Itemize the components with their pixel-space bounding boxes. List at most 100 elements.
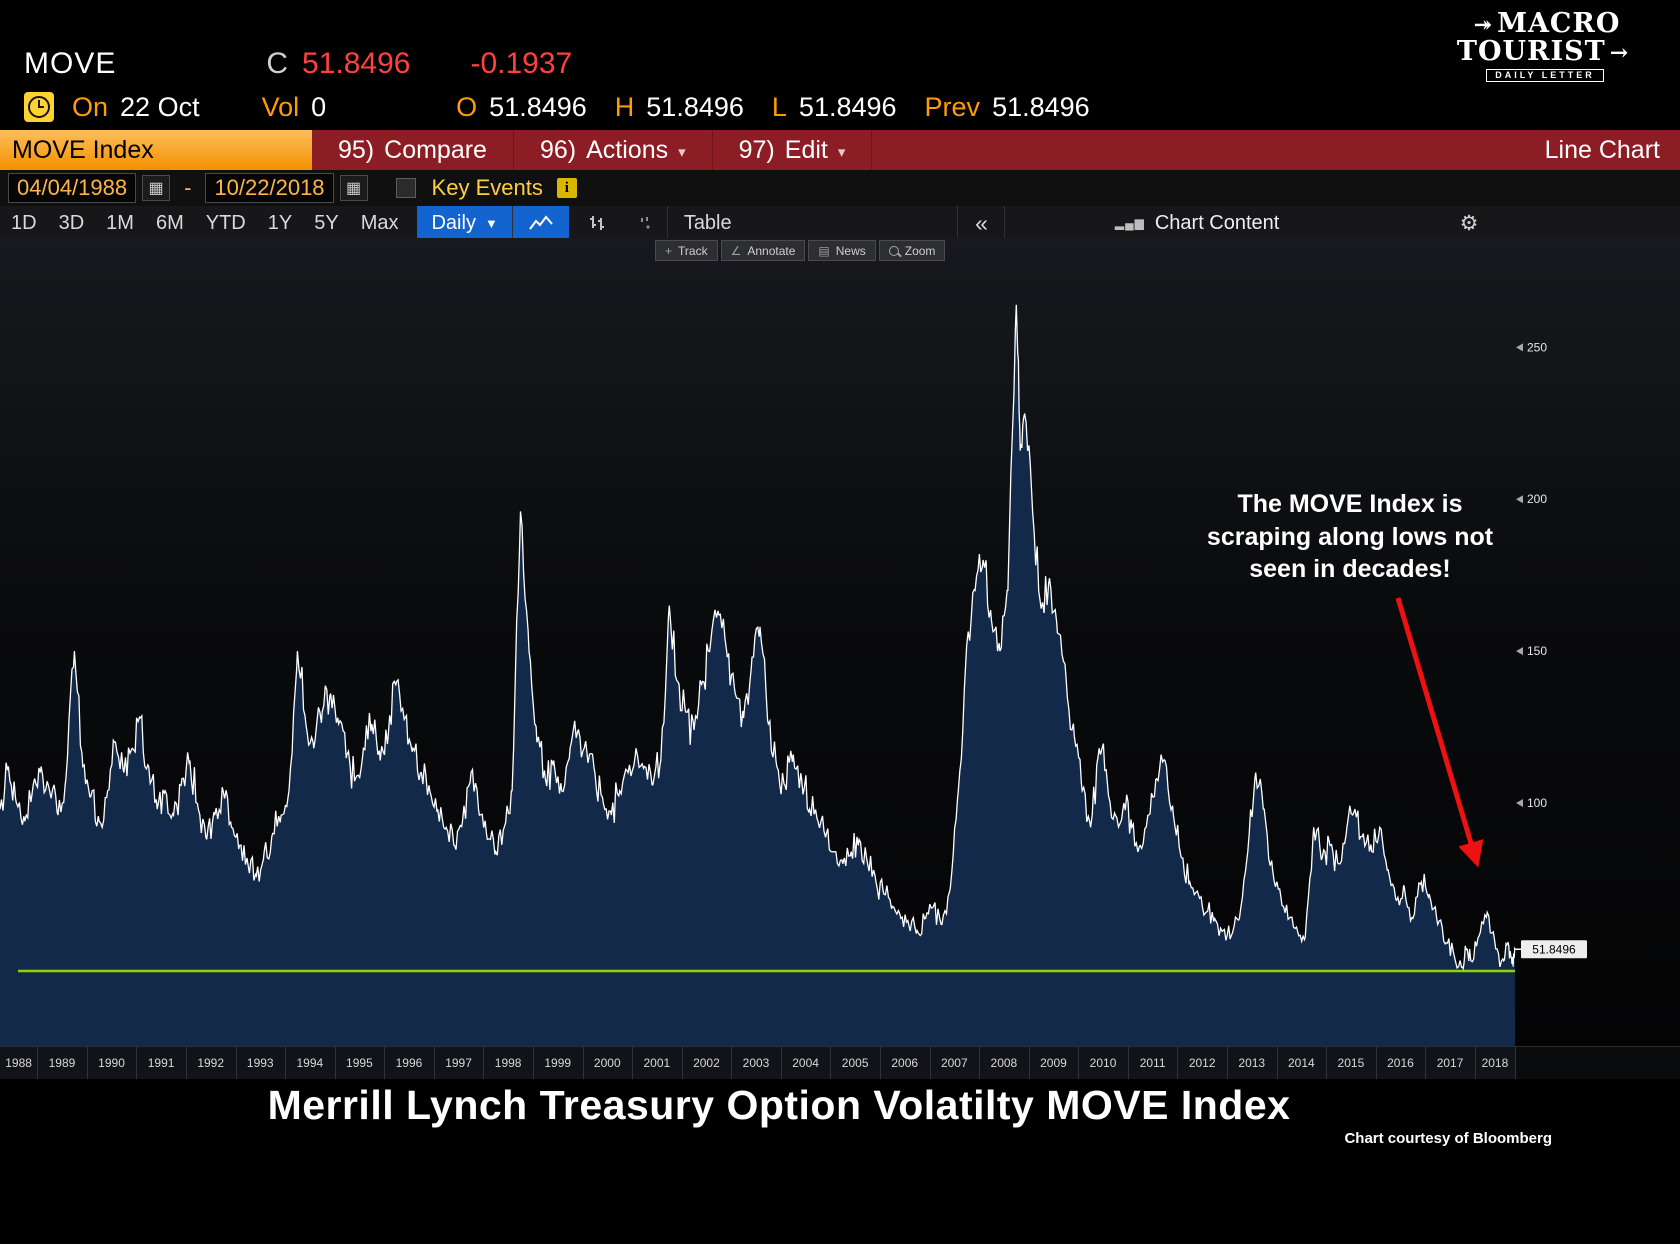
credit-text: Chart courtesy of Bloomberg (1344, 1130, 1552, 1147)
x-axis-year-label: 1989 (48, 1056, 76, 1070)
x-axis-divider (136, 1047, 138, 1079)
frequency-dropdown[interactable]: Daily ▼ (417, 206, 512, 240)
x-axis-divider (632, 1047, 634, 1079)
x-axis-year-label: 1998 (494, 1056, 522, 1070)
move-index-area (0, 304, 1515, 1046)
high-value: 51.8496 (646, 91, 744, 122)
x-axis-divider (582, 1047, 584, 1079)
x-axis-divider (532, 1047, 534, 1079)
period-5y-button[interactable]: 5Y (314, 211, 339, 234)
news-button[interactable]: ▤ News (808, 240, 876, 261)
track-button[interactable]: + Track (655, 240, 718, 261)
volume-label: Vol (261, 91, 300, 122)
x-axis-year-label: 2000 (593, 1056, 621, 1070)
y-axis-label: 200 (1527, 492, 1547, 506)
track-icon: + (665, 243, 673, 258)
x-axis-year-label: 2017 (1436, 1056, 1464, 1070)
scatter-icon-button[interactable] (625, 206, 667, 240)
menu-edit-num: 97) (738, 135, 775, 164)
move-index-chart[interactable]: 100 150 200 250 51.8496 (0, 238, 1680, 1046)
arrow-icon: ↠ (1473, 12, 1494, 38)
start-date-field[interactable]: 04/04/1988 (8, 173, 137, 203)
last-price-label: 51.8496 (1532, 942, 1576, 956)
x-axis-divider (780, 1047, 782, 1079)
y-axis-label: 150 (1527, 644, 1547, 658)
mini-toolbar: + Track ∠ Annotate ▤ News Zoom (655, 240, 946, 261)
menu-actions-button[interactable]: 96) Actions ▾ (514, 130, 713, 170)
range-bar: 04/04/1988 ▦ - 10/22/2018 ▦ Key Events i (0, 170, 1680, 206)
x-axis-divider (37, 1047, 39, 1079)
bar-chart-icon (589, 216, 604, 230)
x-axis-year-label: 2011 (1139, 1056, 1166, 1070)
period-1m-button[interactable]: 1M (106, 211, 134, 234)
period-ytd-button[interactable]: YTD (205, 211, 246, 234)
info-icon[interactable]: i (556, 178, 577, 198)
menu-edit-button[interactable]: 97) Edit ▾ (713, 130, 873, 170)
security-name-box[interactable]: MOVE Index (0, 130, 312, 170)
x-axis-divider (1375, 1047, 1377, 1079)
period-max-button[interactable]: Max (360, 211, 399, 234)
menu-bar: MOVE Index 95) Compare 96) Actions ▾ 97)… (0, 130, 1680, 170)
zoom-button[interactable]: Zoom (878, 240, 946, 261)
period-1y-button[interactable]: 1Y (267, 211, 293, 234)
x-axis-divider (1177, 1047, 1179, 1079)
x-axis-divider (731, 1047, 733, 1079)
quote-date: 22 Oct (120, 91, 200, 122)
x-axis-year-label: 2016 (1387, 1056, 1414, 1070)
chart-content-button[interactable]: ▂▄▆ Chart Content (1114, 211, 1280, 234)
x-axis-divider (334, 1047, 336, 1079)
period-1d-button[interactable]: 1D (11, 211, 37, 234)
y-axis-tick (1516, 798, 1523, 807)
clock-icon[interactable] (24, 92, 54, 122)
arrow-head-icon: → (1609, 39, 1630, 66)
period-6m-button[interactable]: 6M (155, 211, 184, 234)
chart-title: Merrill Lynch Treasury Option Volatilty … (267, 1082, 1291, 1128)
chart-toolbar: 1D 3D 1M 6M YTD 1Y 5Y Max Daily ▼ Table … (0, 206, 1680, 241)
chart-type-label[interactable]: Line Chart (1544, 135, 1660, 164)
x-axis-divider (433, 1047, 435, 1079)
end-date-field[interactable]: 10/22/2018 (205, 173, 334, 203)
calendar-icon[interactable]: ▦ (339, 175, 368, 201)
menu-compare-button[interactable]: 95) Compare (312, 130, 514, 170)
menu-actions-label: Actions (586, 135, 669, 164)
menu-compare-label: Compare (384, 135, 487, 164)
x-axis-divider (830, 1047, 832, 1079)
volume-value: 0 (311, 91, 327, 122)
line-chart-icon-button[interactable] (512, 206, 569, 240)
key-events-checkbox[interactable] (395, 178, 416, 198)
x-axis-year-label: 1994 (296, 1056, 324, 1070)
y-axis-label: 100 (1527, 796, 1547, 810)
bar-chart-icon-button[interactable] (569, 206, 625, 240)
on-label: On (72, 91, 109, 122)
x-axis-year-label: 1995 (346, 1056, 373, 1070)
x-axis-year-label: 1991 (147, 1056, 175, 1070)
calendar-icon[interactable]: ▦ (142, 175, 171, 201)
x-axis-year-label: 1999 (544, 1056, 572, 1070)
last-price-badge (1521, 940, 1587, 959)
x-axis-year-label: 2009 (1040, 1056, 1067, 1070)
x-axis-year-label: 1990 (98, 1056, 125, 1070)
x-axis-divider (185, 1047, 187, 1079)
ticker-symbol: MOVE (24, 47, 117, 80)
macro-tourist-logo: ↠ MACRO TOURIST → DAILY LETTER (1450, 10, 1640, 83)
x-axis-year-label: 1996 (395, 1056, 423, 1070)
x-axis-divider (235, 1047, 237, 1079)
chart-content-icon: ▂▄▆ (1114, 216, 1145, 230)
table-button[interactable]: Table (683, 211, 732, 234)
low-label: L (771, 91, 787, 122)
x-axis-year-label: 2001 (643, 1056, 671, 1070)
x-axis-year-label: 2008 (990, 1056, 1018, 1070)
chart-area[interactable]: 100 150 200 250 51.8496 The MOVE Index is sc… (0, 238, 1680, 1046)
collapse-panel-button[interactable]: « (957, 206, 1006, 240)
gear-icon[interactable]: ⚙ (1459, 211, 1479, 235)
x-axis-year-label: 2012 (1188, 1056, 1216, 1070)
quote-line-1: MOVE C 51.8496 -0.1937 (24, 44, 572, 84)
x-axis-year-label: 1992 (197, 1056, 225, 1070)
annotate-button[interactable]: ∠ Annotate (720, 240, 806, 261)
open-label: O (456, 91, 478, 122)
x-axis-year-label: 2005 (841, 1056, 869, 1070)
x-axis-divider (1078, 1047, 1080, 1079)
x-axis-year-label: 2004 (792, 1056, 819, 1070)
period-3d-button[interactable]: 3D (58, 211, 85, 234)
x-axis-divider (1425, 1047, 1427, 1079)
